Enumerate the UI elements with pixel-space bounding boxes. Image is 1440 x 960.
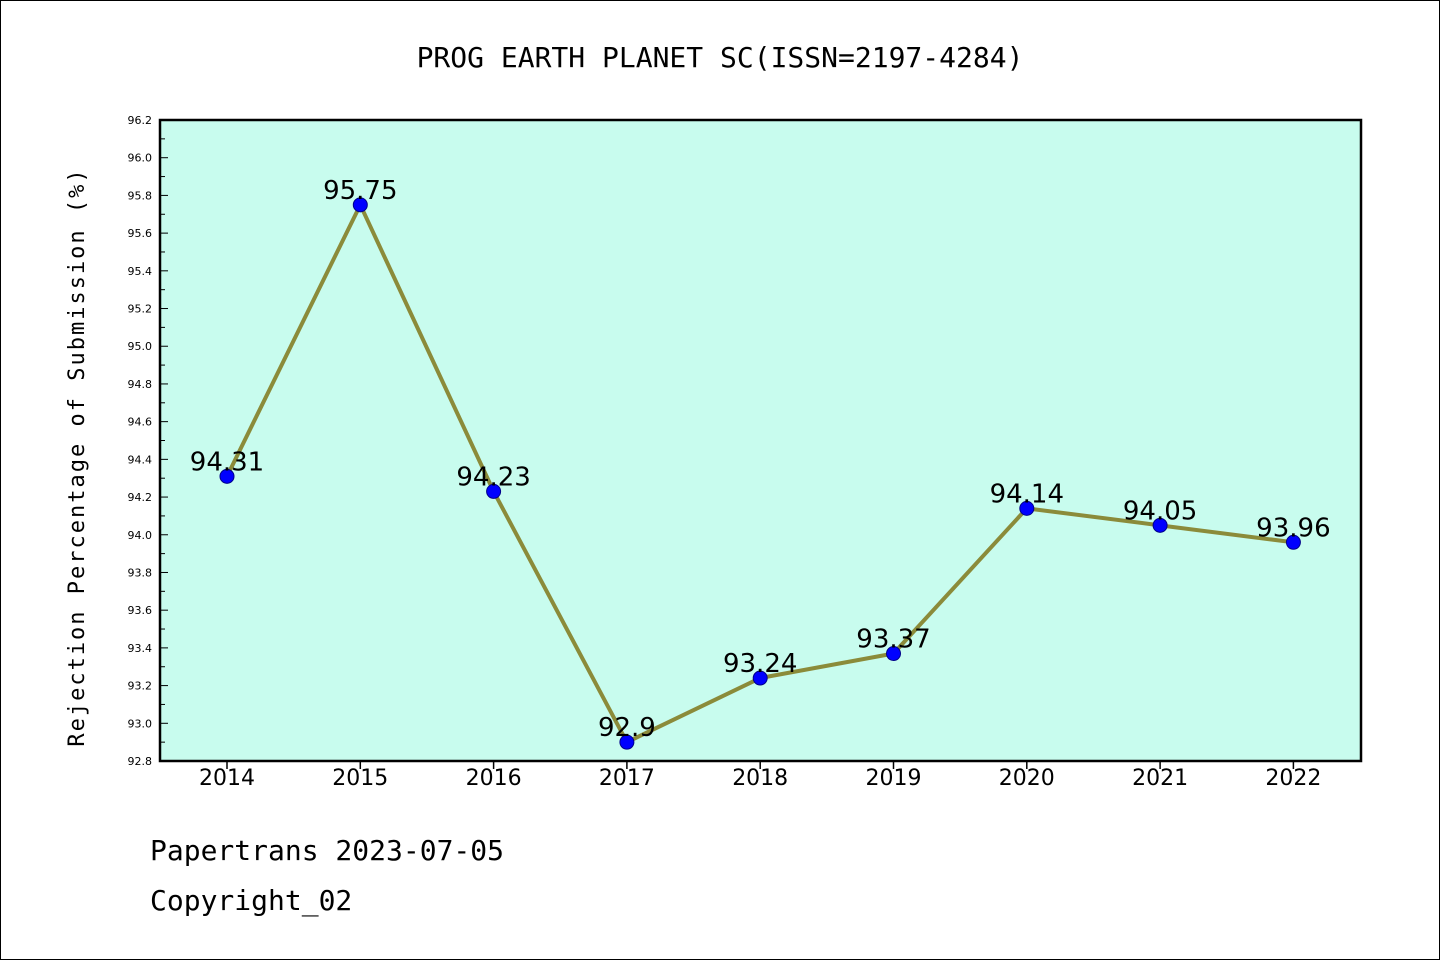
x-axis: 2014 2015 2016 2017 2018 2019 2020 2021 2022 bbox=[199, 761, 1321, 791]
data-point bbox=[752, 670, 768, 686]
x-tick-label: 2014 bbox=[199, 766, 255, 791]
data-series: 94.31 95.75 94.23 92.9 93.24 93.37 94.14 94.05 9… bbox=[190, 176, 1331, 750]
y-tick-label: 93.8 bbox=[128, 566, 153, 579]
y-tick-label: 93.4 bbox=[128, 642, 153, 655]
data-point bbox=[1285, 534, 1301, 550]
data-label: 95.75 bbox=[323, 176, 397, 206]
data-label: 94.23 bbox=[456, 462, 530, 492]
x-tick-label: 2022 bbox=[1265, 766, 1321, 791]
x-tick-label: 2018 bbox=[732, 766, 788, 791]
y-tick-label: 95.8 bbox=[128, 189, 153, 202]
y-tick-label: 93.6 bbox=[128, 604, 153, 617]
y-tick-label: 93.2 bbox=[128, 680, 153, 693]
footer-copyright: Copyright_02 bbox=[150, 884, 353, 917]
data-point bbox=[352, 197, 368, 213]
y-tick-label: 94.8 bbox=[128, 378, 153, 391]
y-tick-label: 95.2 bbox=[128, 303, 153, 316]
data-label: 94.31 bbox=[190, 447, 264, 477]
chart-title: PROG EARTH PLANET SC(ISSN=2197-4284) bbox=[417, 41, 1024, 74]
data-label: 94.05 bbox=[1123, 496, 1197, 526]
data-point bbox=[619, 734, 635, 750]
footer-date: Papertrans 2023-07-05 bbox=[150, 834, 505, 867]
data-label: 93.37 bbox=[856, 625, 930, 655]
data-label: 94.14 bbox=[990, 479, 1064, 509]
y-axis: 92.8 93.0 93.2 93.4 93.6 93.8 94.0 94.2 94.4 94.6… bbox=[128, 114, 168, 768]
x-tick-label: 2020 bbox=[999, 766, 1055, 791]
data-point bbox=[219, 468, 235, 484]
x-tick-label: 2015 bbox=[332, 766, 388, 791]
y-tick-label: 96.0 bbox=[128, 152, 153, 165]
y-axis-label: Rejection Percentage of Submission (%) bbox=[65, 167, 90, 746]
data-label: 93.96 bbox=[1256, 513, 1330, 543]
data-point bbox=[886, 646, 901, 662]
plot-area bbox=[160, 120, 1361, 761]
y-tick-label: 95.0 bbox=[128, 340, 153, 353]
data-label: 92.9 bbox=[598, 713, 656, 743]
y-tick-label: 93.0 bbox=[128, 717, 153, 730]
y-tick-label: 92.8 bbox=[128, 755, 153, 768]
plot-border bbox=[158, 118, 1363, 763]
y-tick-label: 94.4 bbox=[128, 453, 153, 466]
data-point bbox=[486, 483, 502, 499]
y-tick-label: 94.0 bbox=[128, 529, 153, 542]
y-tick-label: 95.6 bbox=[128, 227, 153, 240]
y-tick-label: 94.2 bbox=[128, 491, 153, 504]
data-point bbox=[1152, 517, 1168, 533]
x-tick-label: 2016 bbox=[466, 766, 522, 791]
x-tick-label: 2017 bbox=[599, 766, 655, 791]
y-tick-label: 96.2 bbox=[128, 114, 153, 127]
x-tick-label: 2021 bbox=[1132, 766, 1188, 791]
data-label: 93.24 bbox=[723, 649, 797, 679]
data-point bbox=[1019, 500, 1035, 516]
y-tick-label: 94.6 bbox=[128, 416, 153, 429]
y-tick-label: 95.4 bbox=[128, 265, 153, 278]
x-tick-label: 2019 bbox=[866, 766, 922, 791]
